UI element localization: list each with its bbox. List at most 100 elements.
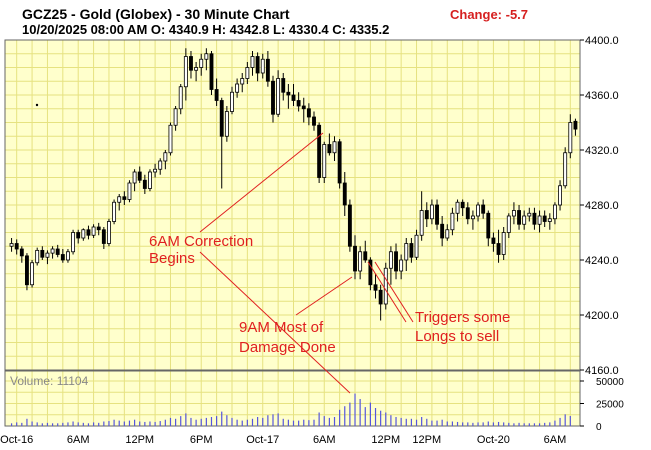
annotation-line-correction-upper (199, 132, 324, 233)
candle-down (327, 144, 332, 154)
volume-axis: 0 25000 50000 (580, 377, 624, 433)
candle-up (558, 185, 562, 206)
volume-bars (10, 393, 571, 426)
candle-down (317, 124, 322, 178)
time-tick-label: 6AM (313, 434, 336, 446)
annotation-line-damage (295, 276, 353, 316)
candle-down (219, 100, 224, 137)
candle-up (35, 249, 40, 264)
candle-up (230, 91, 234, 112)
annotation-triggers-line2: Longs to sell (415, 328, 499, 345)
candle-down (409, 243, 414, 258)
candle-up (388, 251, 393, 269)
candle-up (552, 204, 557, 220)
candle-down (265, 58, 270, 82)
candle-up (148, 171, 152, 189)
change-indicator: Change: -5.7 (450, 7, 529, 22)
candle-down (542, 215, 547, 222)
candle-up (450, 212, 455, 231)
candle-down (271, 80, 275, 115)
candle-up (445, 229, 450, 239)
candle-down (440, 223, 445, 239)
candle-up (501, 232, 506, 255)
candle-up (66, 251, 70, 261)
volume-label: Volume: 11104 (10, 374, 89, 388)
candle-up (404, 243, 409, 261)
annotations (199, 132, 414, 394)
candle-up (173, 108, 178, 126)
candle-up (30, 262, 35, 286)
candle-up (250, 56, 255, 68)
candle-up (91, 226, 96, 236)
candle-up (470, 215, 475, 220)
candle-down (312, 116, 316, 126)
candle-up (547, 218, 552, 222)
price-axis: 4160.0 4200.0 4240.0 4280.0 4320.0 4360.0 4400… (580, 35, 619, 377)
candle-up (568, 122, 573, 154)
annotation-correction-line2: Begins (149, 250, 195, 267)
candle-down (368, 259, 373, 286)
candle-down (394, 251, 398, 272)
candle-down (96, 226, 101, 231)
candle-down (378, 289, 383, 305)
candle-down (281, 78, 286, 93)
candle-up (194, 67, 199, 71)
candle-up (183, 56, 188, 88)
volume-tick-label: 0 (596, 422, 602, 433)
candle-down (296, 100, 301, 107)
candle-up (419, 210, 424, 236)
price-tick-label: 4400.0 (585, 35, 619, 47)
candle-down (342, 182, 347, 206)
candle-up (81, 229, 86, 239)
price-tick-label: 4240.0 (585, 255, 619, 267)
annotation-line-correction-lower (199, 251, 351, 394)
candle-up (112, 201, 117, 222)
chart-title: GCZ25 - Gold (Globex) - 30 Minute Chart (22, 6, 290, 22)
candle-down (14, 243, 19, 250)
candle-up (235, 83, 240, 93)
price-tick-label: 4160.0 (585, 365, 619, 377)
price-tick-label: 4200.0 (585, 310, 619, 322)
candle-down (101, 229, 106, 244)
candle-up (476, 204, 480, 217)
annotation-damage-line1: 9AM Most of (239, 319, 324, 336)
annotation-damage-line2: Damage Done (239, 339, 336, 356)
annotation-triggers-line1: Triggers some (415, 309, 510, 326)
time-tick-label: 6PM (190, 434, 213, 446)
candle-up (71, 232, 76, 253)
stray-dot (35, 103, 39, 107)
candle-up (153, 168, 158, 173)
candle-down (363, 251, 368, 261)
candle-up (429, 204, 434, 220)
candle-down (122, 196, 127, 200)
candle-up (158, 160, 163, 170)
candle-down (347, 204, 352, 247)
candle-up (127, 182, 132, 200)
candle-up (224, 111, 229, 137)
volume-tick-label: 25000 (596, 400, 624, 411)
candle-up (9, 243, 14, 247)
annotation-correction-line1: 6AM Correction (149, 233, 253, 250)
candle-up (107, 221, 111, 244)
volume-tick-label: 50000 (596, 377, 624, 388)
candle-down (137, 171, 142, 181)
candle-down (255, 56, 260, 74)
time-tick-label: 6AM (544, 434, 567, 446)
time-tick-label: Oct-16 (0, 434, 33, 446)
candle-up (322, 144, 327, 178)
candle-up (117, 196, 122, 203)
candle-down (337, 141, 342, 184)
candle-down (491, 237, 496, 244)
candle-down (286, 91, 291, 96)
candle-up (522, 215, 527, 225)
candle-up (199, 58, 204, 68)
candle-down (86, 229, 91, 236)
time-tick-label: Oct-17 (246, 434, 279, 446)
candle-up (358, 251, 363, 272)
candle-down (19, 248, 24, 257)
candle-down (496, 243, 501, 255)
time-axis: Oct-16 6AM 12PM 6PM Oct-17 6AM 12PM 12PM Oct-20 6… (0, 434, 566, 446)
candle-down (40, 249, 45, 258)
candle-down (25, 255, 29, 286)
candle-up (383, 267, 388, 305)
